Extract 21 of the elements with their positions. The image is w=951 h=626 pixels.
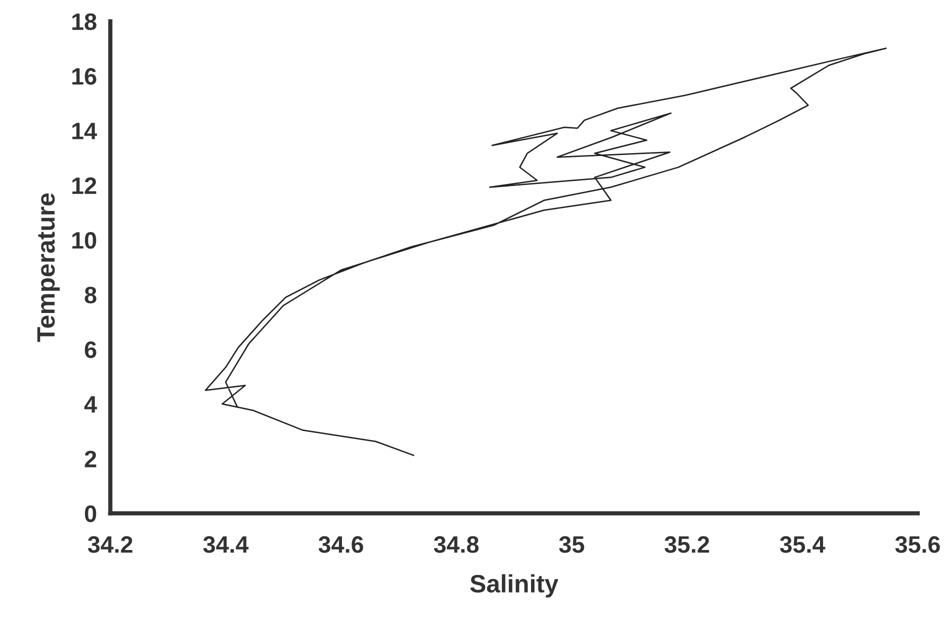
x-tick-label: 35.6 <box>895 536 940 553</box>
x-tick-label: 35.4 <box>780 536 826 553</box>
y-tick-label: 2 <box>84 450 96 468</box>
line-series <box>204 48 887 456</box>
x-tick-label: 34.2 <box>88 536 132 553</box>
x-tick-label: 35 <box>559 536 584 553</box>
y-tick-label: 8 <box>84 286 96 304</box>
y-tick-label: 18 <box>72 13 96 30</box>
x-tick-label: 34.8 <box>434 536 479 553</box>
y-tick-label: 14 <box>72 122 97 140</box>
x-tick-label: 34.4 <box>203 536 249 553</box>
y-tick-label: 0 <box>84 505 96 522</box>
y-axis-title: Temperature <box>37 193 60 342</box>
y-tick-label: 10 <box>72 232 96 249</box>
y-tick-label: 12 <box>72 177 96 194</box>
x-tick-label: 34.6 <box>318 536 364 553</box>
x-axis-title: Salinity <box>470 574 558 598</box>
y-tick-label: 6 <box>84 341 96 358</box>
y-tick-label: 16 <box>72 68 96 85</box>
y-tick-label: 4 <box>84 396 97 413</box>
x-tick-label: 35.2 <box>664 536 710 553</box>
